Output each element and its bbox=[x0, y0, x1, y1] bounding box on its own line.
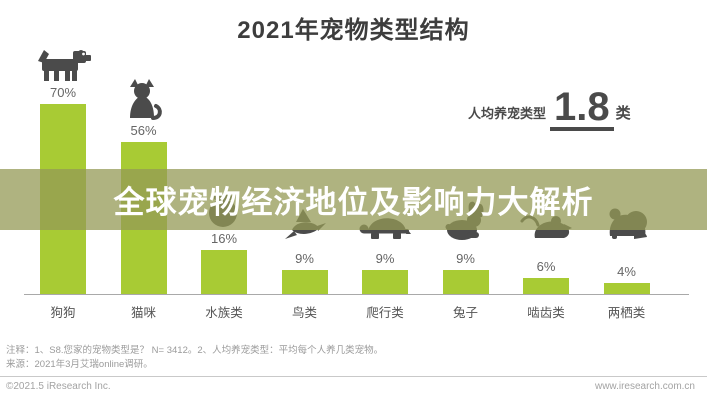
avg-pet-types-stat: 人均养宠类型 1.8 类 bbox=[468, 87, 631, 131]
category-label: 鸟类 bbox=[291, 306, 317, 320]
bar bbox=[362, 269, 408, 294]
bar-value-label: 6% bbox=[536, 258, 556, 274]
bar bbox=[281, 269, 328, 294]
footer-divider bbox=[0, 376, 707, 377]
category-label: 兔子 bbox=[452, 306, 478, 320]
bar-value-label: 70% bbox=[49, 84, 77, 100]
stat-value: 1.8 bbox=[550, 87, 614, 131]
bar-value-label: 9% bbox=[295, 250, 314, 266]
footer: ©2021.5 iResearch Inc. www.iresearch.com… bbox=[6, 381, 695, 392]
bar-value-label: 4% bbox=[617, 264, 636, 280]
bar bbox=[442, 269, 489, 294]
headline-banner: 全球宠物经济地位及影响力大解析 bbox=[0, 169, 707, 230]
footnote-line: 注释：1、S8.您家的宠物类型是？ N= 3412。2、人均养宠类型：平均每个人… bbox=[6, 345, 384, 356]
bar bbox=[523, 277, 569, 294]
bar-value-label: 9% bbox=[375, 250, 395, 266]
stat-label: 人均养宠类型 bbox=[468, 106, 547, 121]
x-axis-line bbox=[24, 294, 689, 295]
category-label: 两栖类 bbox=[607, 306, 646, 320]
category-label: 啮齿类 bbox=[527, 306, 565, 320]
copyright-text: ©2021.5 iResearch Inc. bbox=[6, 381, 111, 392]
category-label: 狗狗 bbox=[50, 306, 76, 320]
footnotes: 注释：1、S8.您家的宠物类型是？ N= 3412。2、人均养宠类型：平均每个人… bbox=[6, 344, 701, 371]
category-label: 猫咪 bbox=[130, 306, 156, 320]
page-title: 2021年宠物类型结构 bbox=[237, 17, 470, 44]
bar-value-label: 9% bbox=[456, 250, 475, 266]
bar bbox=[201, 250, 247, 294]
bar-group: 6% 啮齿类 bbox=[506, 0, 586, 400]
footnote-line: 来源：2021年3月艾瑞online调研。 bbox=[6, 358, 153, 370]
dog-icon bbox=[23, 48, 103, 82]
headline-text: 全球宠物经济地位及影响力大解析 bbox=[113, 185, 594, 220]
bar-value-label: 56% bbox=[130, 122, 157, 138]
stat-unit: 类 bbox=[615, 105, 631, 122]
category-label: 爬行类 bbox=[366, 306, 404, 320]
website-url: www.iresearch.com.cn bbox=[594, 381, 695, 392]
bar bbox=[603, 283, 650, 294]
cat-icon bbox=[104, 78, 184, 120]
category-label: 水族类 bbox=[205, 306, 243, 320]
bar-value-label: 16% bbox=[210, 231, 238, 247]
